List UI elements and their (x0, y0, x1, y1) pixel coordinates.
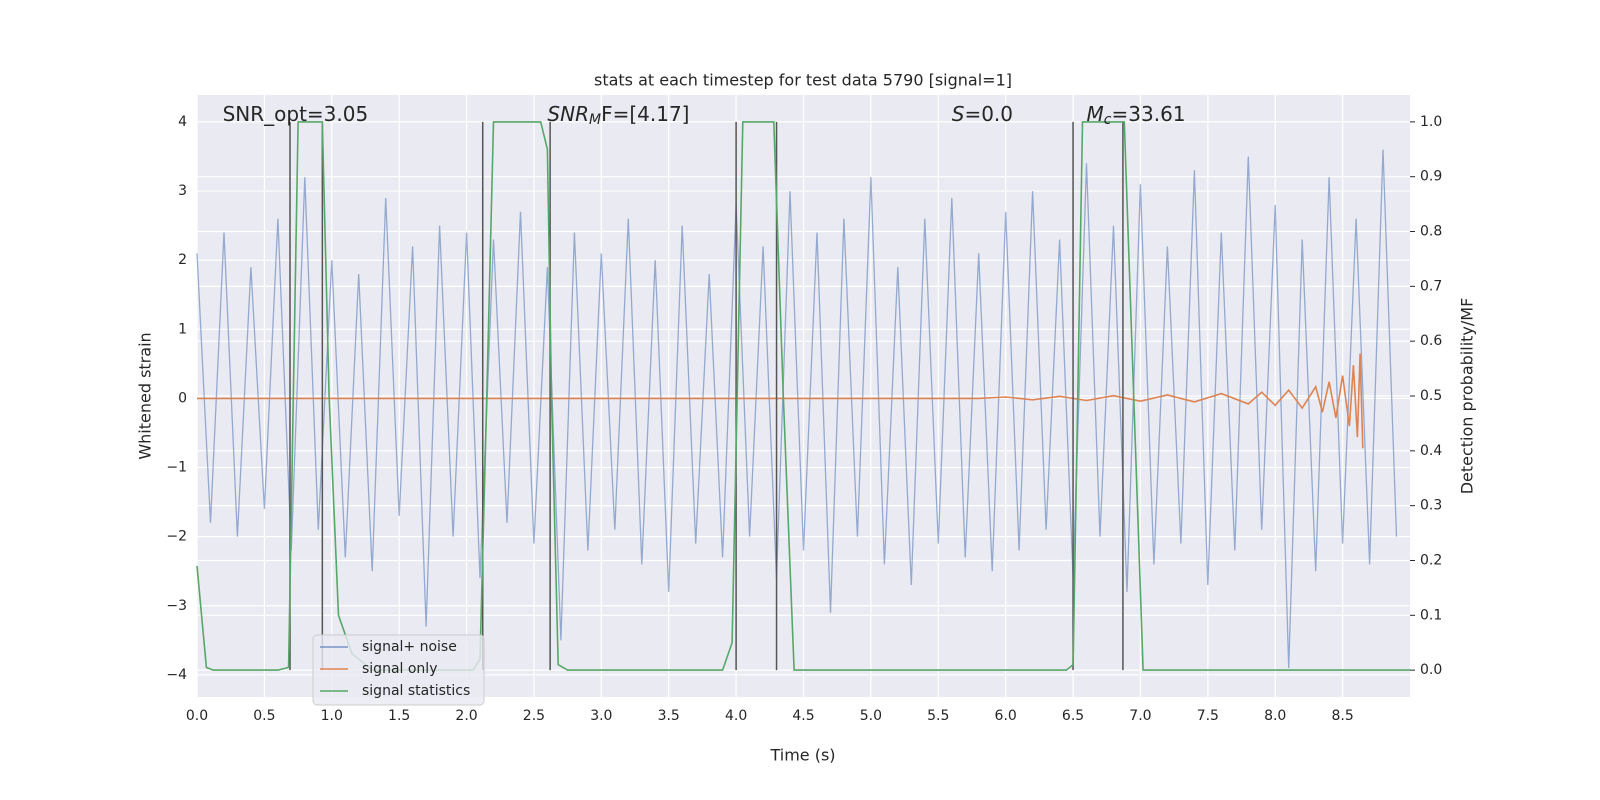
y2-tick-label: 0.7 (1420, 278, 1442, 294)
y-axis-label: Whitened strain (136, 332, 155, 459)
y-tick-label: 4 (178, 114, 187, 130)
x-tick-label: 1.5 (388, 708, 410, 724)
x-tick-label: 6.5 (1062, 708, 1084, 724)
y2-tick-label: 0.3 (1420, 498, 1442, 514)
y-tick-label: −4 (166, 667, 187, 683)
annotation: SNR_opt=3.05 (223, 102, 369, 126)
series-line (196, 121, 1410, 671)
x-axis-label: Time (s) (769, 746, 835, 765)
annotation: SNRMF=[4.17] (547, 102, 689, 129)
x-tick-label: 5.0 (860, 708, 882, 724)
x-tick-label: 3.0 (590, 708, 612, 724)
annotation-part: =0.0 (964, 102, 1013, 126)
y2-tick-label: 0.2 (1420, 552, 1442, 568)
annotation-part: =33.61 (1112, 102, 1186, 126)
y2-tick-label: 0.9 (1420, 169, 1442, 185)
x-tick-label: 1.0 (321, 708, 343, 724)
series-line (196, 149, 1398, 669)
x-tick-label: 4.5 (792, 708, 814, 724)
series-line (197, 353, 1364, 449)
legend-label: signal+ noise (362, 639, 457, 655)
x-tick-label: 0.0 (186, 708, 208, 724)
y2-tick-label: 0.4 (1420, 443, 1442, 459)
y2-tick-label: 0.5 (1420, 388, 1442, 404)
y2-axis-label: Detection probability/MF (1458, 298, 1477, 495)
x-tick-label: 5.5 (927, 708, 949, 724)
annotation-part: c (1104, 112, 1112, 128)
legend-label: signal only (362, 661, 437, 677)
x-tick-label: 7.5 (1197, 708, 1219, 724)
annotation-part: S (952, 102, 965, 126)
annotation: Mc=33.61 (1087, 102, 1186, 129)
chart-title: stats at each timestep for test data 579… (594, 71, 1012, 90)
annotation-part: SNR_opt=3.05 (223, 102, 369, 126)
y-tick-label: 0 (178, 390, 187, 406)
annotation-part: M (589, 112, 601, 128)
x-tick-label: 2.0 (455, 708, 477, 724)
x-tick-label: 0.5 (253, 708, 275, 724)
x-tick-label: 7.0 (1129, 708, 1151, 724)
x-tick-label: 2.5 (523, 708, 545, 724)
legend-box (312, 634, 485, 706)
y-tick-label: 1 (178, 321, 187, 337)
x-tick-label: 8.0 (1264, 708, 1286, 724)
annotation: S=0.0 (952, 102, 1013, 126)
legend-label: signal statistics (362, 683, 470, 699)
annotation-part: SNR (547, 102, 589, 126)
x-tick-label: 6.0 (995, 708, 1017, 724)
y-tick-label: −2 (166, 529, 187, 545)
x-tick-label: 4.0 (725, 708, 747, 724)
y2-tick-label: 0.1 (1420, 607, 1442, 623)
x-tick-label: 3.5 (658, 708, 680, 724)
y2-tick-label: 0.6 (1420, 333, 1442, 349)
y2-tick-label: 1.0 (1420, 114, 1442, 130)
y-tick-label: −3 (166, 598, 187, 614)
annotation-part: M (1087, 102, 1104, 126)
y2-tick-label: 0.0 (1420, 662, 1442, 678)
legend: signal+ noise signal only signal statistic… (312, 634, 485, 706)
y-tick-label: 2 (178, 252, 187, 268)
x-tick-label: 8.5 (1331, 708, 1353, 724)
annotation-part: F=[4.17] (601, 102, 689, 126)
y-tick-label: −1 (166, 460, 187, 476)
y2-tick-label: 0.8 (1420, 224, 1442, 240)
marks (196, 121, 1410, 671)
y-tick-label: 3 (178, 183, 187, 199)
